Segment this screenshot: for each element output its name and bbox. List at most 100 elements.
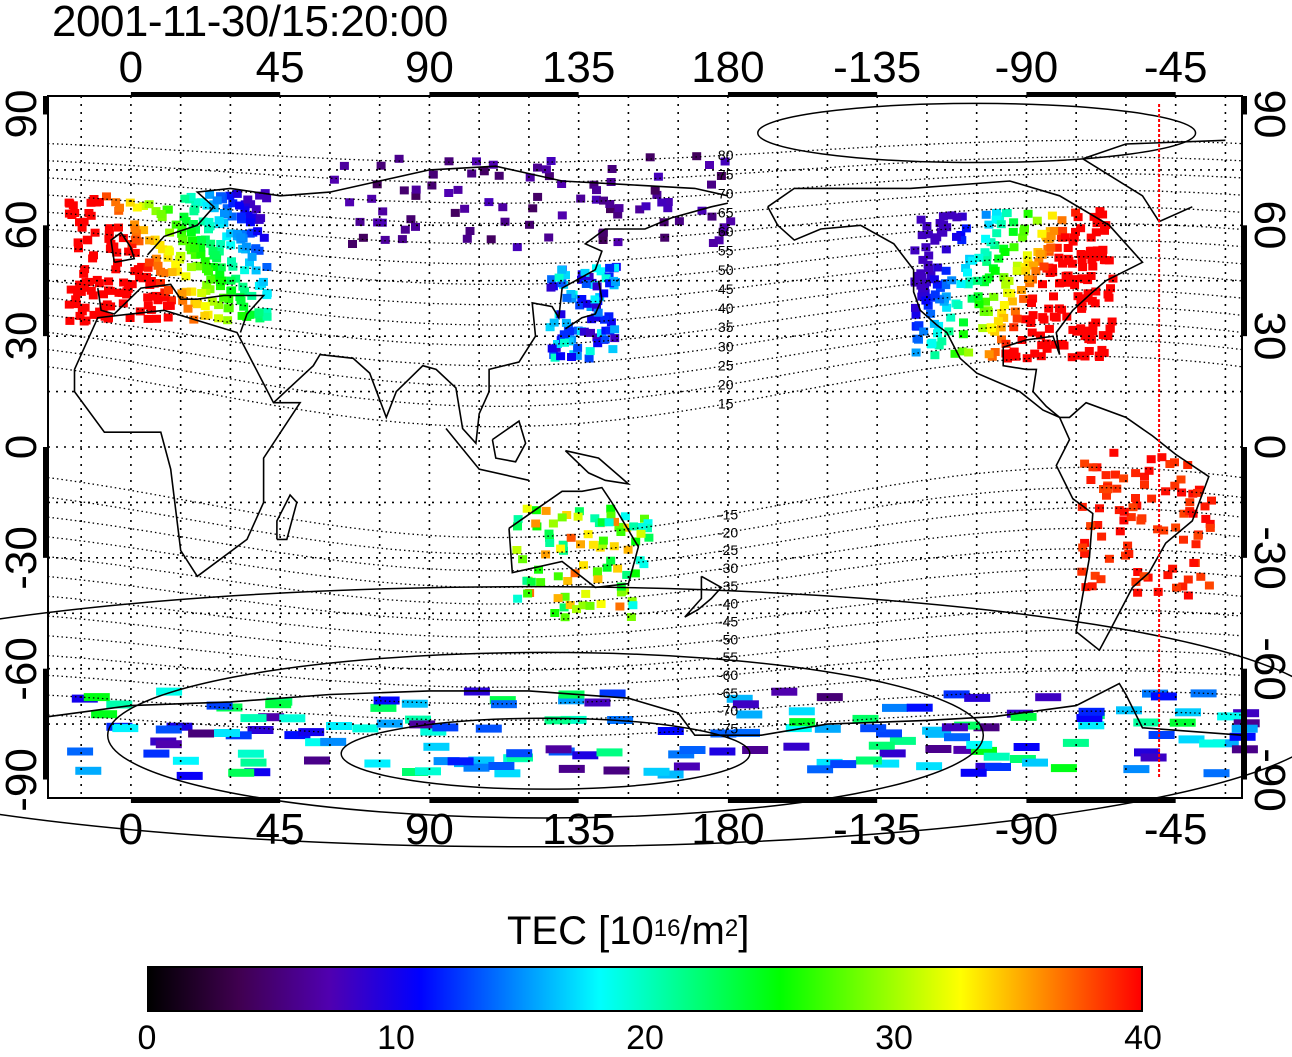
tec-cell — [643, 767, 670, 776]
tec-cell — [553, 572, 563, 581]
tec-cell — [918, 255, 928, 264]
contour-line — [47, 608, 1243, 655]
contour-line — [47, 239, 1243, 286]
coastline — [110, 231, 136, 264]
tec-cell — [1046, 232, 1056, 241]
tick-label: 0 — [118, 43, 144, 92]
tec-cell — [1207, 496, 1216, 505]
tec-cell — [139, 202, 148, 210]
tec-cell — [997, 309, 1007, 317]
tec-cell — [1086, 272, 1096, 280]
tec-cell — [1064, 278, 1073, 287]
tec-cell — [992, 209, 1001, 217]
tec-cell — [90, 228, 100, 237]
tec-cell — [860, 724, 887, 733]
tec-cell — [566, 533, 576, 542]
tec-cell — [953, 301, 963, 309]
tec-cell — [610, 334, 620, 343]
tec-cell — [245, 218, 255, 227]
contour-line — [47, 339, 1243, 408]
coastline — [272, 202, 729, 446]
tick-label: 135 — [541, 43, 616, 92]
tec-cell — [104, 286, 113, 295]
tec-cell — [957, 212, 967, 221]
coastline — [276, 493, 298, 541]
tec-cell — [923, 301, 933, 310]
tec-cell — [620, 512, 630, 521]
tec-cell — [1119, 507, 1129, 516]
tec-cell — [592, 282, 602, 291]
tec-cell — [498, 203, 508, 212]
tec-cell — [1072, 327, 1082, 336]
tec-cell — [616, 582, 626, 591]
tec-cell — [1086, 522, 1096, 531]
tec-cell — [957, 236, 967, 245]
tec-cell — [606, 511, 616, 520]
tec-cell — [198, 217, 208, 226]
tec-cell — [411, 185, 421, 194]
tec-cell — [531, 506, 541, 515]
tec-cell — [1056, 278, 1066, 287]
tec-cell — [966, 740, 993, 749]
tec-cell — [1041, 339, 1051, 348]
tec-cell — [159, 269, 169, 278]
tec-cell — [541, 165, 551, 174]
tec-cell — [663, 204, 673, 213]
tec-cell — [1090, 571, 1100, 580]
tec-cell — [522, 504, 532, 513]
tec-cell — [1022, 354, 1032, 363]
tec-cell — [692, 152, 702, 161]
tec-cell — [938, 228, 948, 237]
tec-cell — [1178, 735, 1205, 744]
tec-cell — [999, 313, 1009, 322]
tec-cell — [241, 242, 251, 251]
tec-cell — [950, 349, 960, 358]
tec-cell — [999, 273, 1009, 282]
tec-cell — [889, 736, 916, 745]
contour-label: -30 — [718, 560, 738, 576]
tec-cell — [75, 218, 84, 227]
tec-cell — [911, 303, 920, 312]
tec-cell — [200, 257, 210, 266]
colorbar-tick-label: 10 — [377, 1019, 415, 1057]
tec-cell — [1176, 475, 1186, 484]
tec-cell — [1199, 739, 1226, 748]
tec-cell — [237, 311, 247, 320]
tec-cell — [605, 326, 615, 335]
tec-cell — [593, 339, 603, 348]
tec-cell — [66, 285, 76, 294]
tec-cell — [197, 289, 207, 297]
tec-cell — [212, 196, 222, 205]
tec-cell — [580, 268, 590, 277]
tec-cell — [167, 268, 177, 277]
tec-cell — [541, 550, 551, 559]
tec-cell — [1124, 550, 1134, 558]
tec-cell — [1021, 315, 1031, 324]
tec-cell — [1058, 226, 1068, 235]
tec-cell — [251, 205, 261, 214]
tec-cell — [67, 747, 94, 756]
tec-cell — [179, 212, 189, 221]
tec-cell — [956, 280, 966, 288]
tec-cell — [1100, 226, 1109, 235]
tec-cell — [1091, 228, 1101, 237]
tec-cell — [135, 273, 145, 282]
tec-cell — [585, 601, 595, 610]
tec-cell — [518, 555, 528, 564]
tec-cell — [130, 220, 140, 229]
tec-cell — [574, 507, 584, 516]
tec-cell — [961, 264, 971, 272]
tec-cell — [926, 309, 936, 318]
tec-cell — [1088, 463, 1098, 472]
contour-label: 30 — [718, 338, 734, 354]
tec-cell — [613, 564, 623, 573]
tec-cell — [663, 198, 673, 206]
tec-cell — [942, 303, 952, 312]
tec-cell — [917, 231, 927, 240]
tec-cell — [146, 305, 156, 314]
tec-cell — [816, 693, 843, 702]
tec-cell — [816, 758, 843, 767]
tec-cell — [262, 308, 272, 316]
tec-cell — [657, 198, 667, 207]
